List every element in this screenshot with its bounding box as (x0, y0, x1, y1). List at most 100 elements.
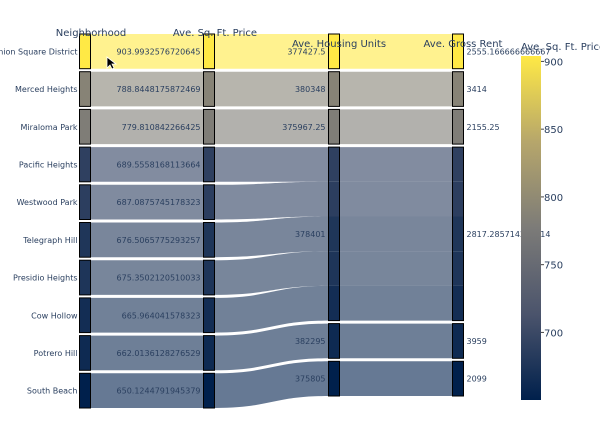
category-bar-gross-rent[interactable] (452, 33, 464, 70)
category-bar-housing-units[interactable] (328, 323, 340, 359)
category-bar-fill (452, 147, 464, 182)
gross-rent-label: 3414 (467, 85, 487, 94)
labels-layer: Neighborhood Ave. Sq. Ft. Price Ave. Housi… (0, 28, 550, 396)
ribbon-neighborhood-price[interactable] (90, 184, 204, 220)
sqft-price-label: 665.964041578323 (122, 311, 201, 320)
category-bar-neighborhood[interactable] (79, 33, 91, 70)
category-bar-housing-units[interactable] (328, 146, 340, 322)
category-bar-fill (452, 216, 464, 252)
category-bar-housing-units[interactable] (328, 33, 340, 70)
axis-title: Ave. Housing Units (292, 39, 386, 50)
colorbar-tick-label: 900 (544, 57, 563, 68)
category-bar-neighborhood[interactable] (79, 71, 91, 107)
ribbon-neighborhood-price[interactable] (90, 335, 204, 371)
sqft-price-label: 676.5065775293257 (117, 236, 201, 245)
axis-title: Ave. Gross Rent (424, 39, 503, 50)
category-bar-fill (328, 216, 340, 252)
category-bar-neighborhood[interactable] (79, 297, 91, 334)
category-bar-fill (79, 335, 91, 371)
sqft-price-label: 687.0875745178323 (117, 198, 201, 207)
category-bar-fill (203, 373, 215, 408)
ribbons-layer (90, 34, 453, 408)
category-bar-fill (452, 361, 464, 396)
ribbon-housing-rent[interactable] (339, 34, 453, 69)
category-bar-fill (452, 71, 464, 107)
category-bar-gross-rent[interactable] (452, 71, 464, 107)
category-bar-fill (79, 260, 91, 295)
category-bar-neighborhood[interactable] (79, 222, 91, 258)
category-bar-price[interactable] (203, 184, 215, 221)
category-bar-price[interactable] (203, 297, 215, 334)
ribbon-housing-rent[interactable] (339, 109, 453, 145)
category-bar-gross-rent[interactable] (452, 146, 464, 322)
colorbar-tick-label: 800 (544, 193, 563, 204)
category-bar-price[interactable] (203, 259, 215, 296)
colorbar-title: Ave. Sq. Ft. Price (521, 42, 600, 53)
housing-units-label: 378401 (295, 230, 326, 239)
category-bar-price[interactable] (203, 335, 215, 371)
category-bar-fill (328, 34, 340, 69)
ribbon-neighborhood-price[interactable] (90, 109, 204, 145)
ribbon-neighborhood-price[interactable] (90, 222, 204, 258)
category-bar-fill (452, 285, 464, 321)
colorbar-tick-label: 750 (544, 261, 563, 272)
category-bar-fill (203, 297, 215, 333)
category-bar-price[interactable] (203, 146, 215, 183)
ribbon-neighborhood-price[interactable] (90, 297, 204, 333)
sqft-price-label: 903.9932576720645 (117, 47, 201, 56)
category-bar-neighborhood[interactable] (79, 108, 91, 145)
category-bar-neighborhood[interactable] (79, 146, 91, 183)
category-bar-gross-rent[interactable] (452, 323, 464, 359)
category-bar-housing-units[interactable] (328, 360, 340, 397)
category-bar-neighborhood[interactable] (79, 259, 91, 296)
sqft-price-label: 650.1244791945379 (117, 387, 201, 396)
ribbon-neighborhood-price[interactable] (90, 147, 204, 182)
category-bar-housing-units[interactable] (328, 71, 340, 107)
ribbon-housing-rent[interactable] (339, 361, 453, 396)
ribbon-neighborhood-price[interactable] (90, 34, 204, 69)
ribbon-housing-rent[interactable] (339, 147, 453, 182)
category-bar-price[interactable] (203, 372, 215, 409)
category-bar-gross-rent[interactable] (452, 360, 464, 397)
ribbon-price-housing[interactable] (214, 361, 329, 408)
ribbon-neighborhood-price[interactable] (90, 71, 204, 107)
ribbon-price-housing[interactable] (214, 285, 329, 333)
category-bar-gross-rent[interactable] (452, 108, 464, 145)
gross-rent-label: 3959 (467, 337, 487, 346)
colorbar-tick-label: 850 (544, 125, 563, 136)
ribbon-housing-rent[interactable] (339, 216, 453, 252)
ribbon-price-housing[interactable] (214, 109, 329, 145)
category-bar-price[interactable] (203, 71, 215, 107)
neighborhood-label: Westwood Park (17, 198, 78, 207)
ribbon-price-housing[interactable] (214, 216, 329, 258)
ribbon-price-housing[interactable] (214, 251, 329, 295)
ribbon-price-housing[interactable] (214, 181, 329, 220)
category-bar-price[interactable] (203, 33, 215, 70)
category-bar-neighborhood[interactable] (79, 335, 91, 371)
category-bar-fill (452, 251, 464, 286)
category-bar-price[interactable] (203, 108, 215, 145)
ribbon-price-housing[interactable] (214, 147, 329, 182)
category-bar-fill (452, 109, 464, 145)
neighborhood-label: Union Square District (0, 47, 78, 56)
ribbon-neighborhood-price[interactable] (90, 373, 204, 408)
category-bar-neighborhood[interactable] (79, 184, 91, 221)
ribbon-neighborhood-price[interactable] (90, 260, 204, 295)
housing-units-label: 382295 (295, 337, 326, 346)
ribbon-price-housing[interactable] (214, 323, 329, 371)
ribbon-housing-rent[interactable] (339, 71, 453, 107)
housing-units-label: 380348 (295, 85, 326, 94)
ribbon-housing-rent[interactable] (339, 285, 453, 321)
mouse-cursor-icon (106, 56, 118, 70)
category-bar-price[interactable] (203, 222, 215, 258)
ribbon-housing-rent[interactable] (339, 323, 453, 359)
category-bar-fill (328, 323, 340, 359)
ribbon-price-housing[interactable] (214, 34, 329, 69)
category-bar-housing-units[interactable] (328, 108, 340, 145)
category-bar-neighborhood[interactable] (79, 372, 91, 409)
category-bar-fill (328, 181, 340, 217)
ribbon-housing-rent[interactable] (339, 251, 453, 286)
ribbon-housing-rent[interactable] (339, 181, 453, 217)
ribbon-price-housing[interactable] (214, 71, 329, 107)
